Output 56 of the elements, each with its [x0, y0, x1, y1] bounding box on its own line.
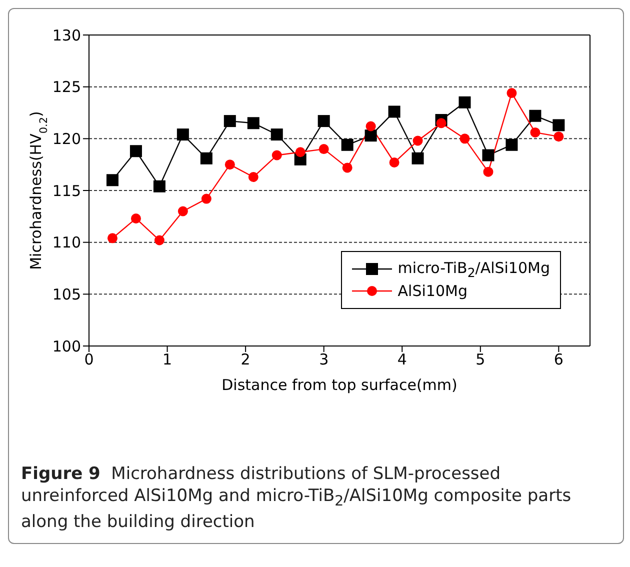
x-axis-title: Distance from top surface(mm) [222, 376, 458, 394]
point [295, 147, 306, 158]
point [270, 128, 283, 141]
point [201, 194, 212, 204]
y-tick-label: 100 [52, 337, 81, 356]
point [342, 162, 352, 173]
point [529, 110, 542, 122]
point [389, 158, 400, 168]
point [153, 180, 166, 192]
x-tick-label: 3 [319, 350, 329, 369]
point [318, 115, 330, 128]
point [458, 96, 471, 108]
legend-label: micro-TiB$_{2}$/AlSi10Mg [398, 258, 550, 280]
y-tick-label: 120 [52, 130, 81, 148]
point [506, 138, 518, 151]
point [482, 149, 494, 162]
point [130, 213, 141, 224]
point [106, 174, 118, 186]
y-tick-label: 125 [52, 78, 81, 96]
point [364, 130, 377, 142]
point [554, 132, 564, 142]
point [130, 145, 142, 158]
point [272, 150, 282, 160]
point [248, 172, 258, 182]
text: Figure 9 Microhardness distributions of SLM-processed unreinforced AlSi10Mg and micro-TiB$_{2}$/AlSi10Mg composite parts along the building direction [21, 464, 572, 532]
x-tick-label: 4 [397, 350, 407, 369]
point [412, 136, 423, 146]
x-tick-label: 5 [476, 350, 486, 369]
point [224, 115, 236, 128]
point [247, 117, 260, 130]
point [506, 88, 517, 98]
point [436, 118, 446, 128]
point [412, 152, 424, 164]
x-tick-label: 2 [240, 350, 250, 369]
y-tick-label: 115 [52, 182, 81, 200]
point [107, 233, 118, 244]
point [341, 138, 354, 151]
point [366, 121, 376, 132]
point [200, 152, 212, 164]
x-tick-label: 1 [162, 350, 172, 369]
point [176, 128, 189, 141]
point [224, 160, 235, 170]
point [460, 134, 470, 144]
point [388, 106, 400, 118]
point [483, 166, 494, 177]
x-tick-label: 6 [554, 350, 564, 369]
point [530, 127, 540, 138]
point [154, 235, 164, 246]
y-tick-label: 110 [52, 234, 81, 252]
x-tick-label: 0 [84, 350, 94, 369]
point [318, 144, 329, 154]
legend-label: AlSi10Mg [398, 282, 468, 300]
y-tick-label: 105 [52, 285, 81, 304]
y-tick-label: 130 [52, 26, 81, 44]
point [178, 206, 188, 216]
point [552, 119, 565, 132]
